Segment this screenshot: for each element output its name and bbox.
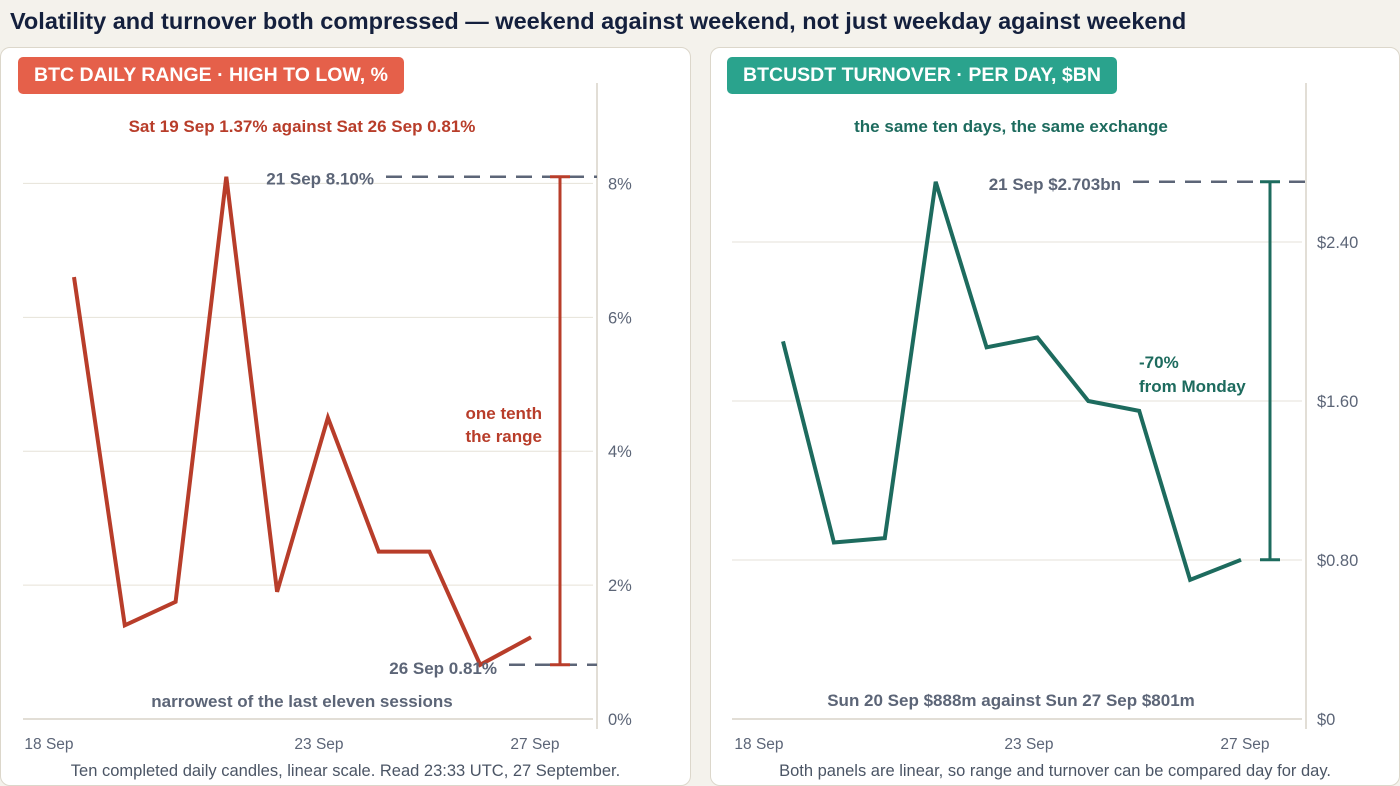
turnover-high-label: 21 Sep $2.703bn [989,175,1121,194]
range-x-tick-label: 27 Sep [510,736,559,753]
range-badge: BTC DAILY RANGE · HIGH TO LOW, % [18,57,404,94]
range-x-tick-label: 18 Sep [24,736,73,753]
turnover-y-tick-label: $0 [1317,711,1335,729]
range-y-tick-label: 2% [608,577,632,595]
range-footnote: Ten completed daily candles, linear scal… [70,762,621,780]
range-low-label: 26 Sep 0.81% [389,659,497,678]
turnover-series-line [781,181,1242,583]
range-y-tick-label: 0% [608,711,632,729]
turnover-y-tick-label: $0.80 [1317,552,1358,570]
range-ratio-annotation: the range [465,427,542,446]
range-ratio-annotation: one tenth [466,404,543,423]
range-chart: 0% 2% 4% 6% 8% 18 Sep 23 Sep 27 Sep Sat 19 Sep 1… [23,83,632,753]
range-x-tick-label: 23 Sep [294,736,343,753]
turnover-ratio-annotation: from Monday [1139,377,1246,396]
range-bottom-note: narrowest of the last eleven sessions [151,692,452,711]
turnover-y-tick-label: $1.60 [1317,393,1358,411]
turnover-badge: BTCUSDT TURNOVER · PER DAY, $BN [727,57,1117,94]
turnover-y-tick-label: $2.40 [1317,234,1358,252]
page-title: Volatility and turnover both compressed … [10,8,1187,34]
turnover-footnote: Both panels are linear, so range and tur… [779,762,1331,780]
range-y-tick-label: 4% [608,443,632,461]
turnover-chart: $0 $0.80 $1.60 $2.40 18 Sep 23 Sep 27 Sep the s… [732,83,1358,753]
range-subtitle: Sat 19 Sep 1.37% against Sat 26 Sep 0.81… [129,117,476,136]
turnover-subtitle: the same ten days, the same exchange [854,117,1168,136]
range-series-line [72,176,532,668]
range-high-label: 21 Sep 8.10% [266,170,374,189]
turnover-x-tick-label: 27 Sep [1220,736,1269,753]
turnover-panel: BTCUSDT TURNOVER · PER DAY, $BN $0 $0.80 $… [710,47,1400,786]
turnover-bottom-note: Sun 20 Sep $888m against Sun 27 Sep $801… [827,691,1195,710]
range-y-tick-label: 6% [608,309,632,327]
turnover-ratio-annotation: -70% [1139,353,1179,372]
turnover-x-tick-label: 18 Sep [734,736,783,753]
range-y-tick-label: 8% [608,175,632,193]
range-panel: BTC DAILY RANGE · HIGH TO LOW, % 0% 2% 4% 6… [0,47,691,786]
turnover-x-tick-label: 23 Sep [1004,736,1053,753]
